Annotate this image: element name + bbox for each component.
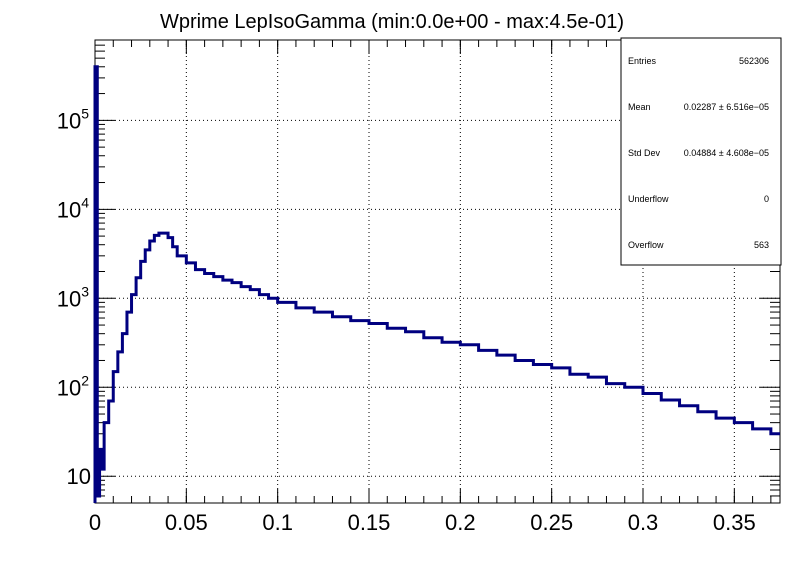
x-tick-label: 0.1 (262, 510, 293, 535)
stats-value: 0.04884 ± 4.608e−05 (684, 148, 769, 158)
x-tick-label: 0.15 (348, 510, 391, 535)
y-axis-tick-labels: 10 102 103 104 105 (57, 105, 91, 489)
stats-label: Entries (628, 56, 657, 66)
y-tick-label: 103 (57, 283, 89, 311)
y-tick-label: 104 (57, 194, 89, 222)
stats-box-frame (620, 37, 782, 266)
stats-value: 562306 (739, 56, 769, 66)
x-tick-label: 0.05 (165, 510, 208, 535)
x-tick-label: 0.3 (628, 510, 659, 535)
stats-label: Overflow (628, 240, 664, 250)
x-tick-label: 0.25 (530, 510, 573, 535)
stats-rows: Entries 562306 Mean 0.02287 ± 6.516e−05 Std … (628, 56, 769, 250)
y-tick-label: 102 (57, 372, 89, 400)
histogram-series-line (93, 65, 780, 503)
x-tick-label: 0 (89, 510, 101, 535)
y-tick-label: 10 (67, 464, 91, 489)
x-tick-label: 0.35 (713, 510, 756, 535)
stats-box: Entries 562306 Mean 0.02287 ± 6.516e−05 Std … (620, 37, 782, 266)
stats-value: 0.02287 ± 6.516e−05 (684, 102, 769, 112)
stats-value: 563 (754, 240, 769, 250)
y-tick-label: 105 (57, 105, 89, 133)
stats-value: 0 (764, 194, 769, 204)
stats-label: Std Dev (628, 148, 661, 158)
chart-title: Wprime LepIsoGamma (min:0.0e+00 - max:4.… (160, 11, 624, 33)
stats-label: Mean (628, 102, 651, 112)
x-tick-label: 0.2 (445, 510, 476, 535)
stats-label: Underflow (628, 194, 669, 204)
x-axis-tick-labels: 0 0.05 0.1 0.15 0.2 0.25 0.3 0.35 (89, 510, 756, 535)
